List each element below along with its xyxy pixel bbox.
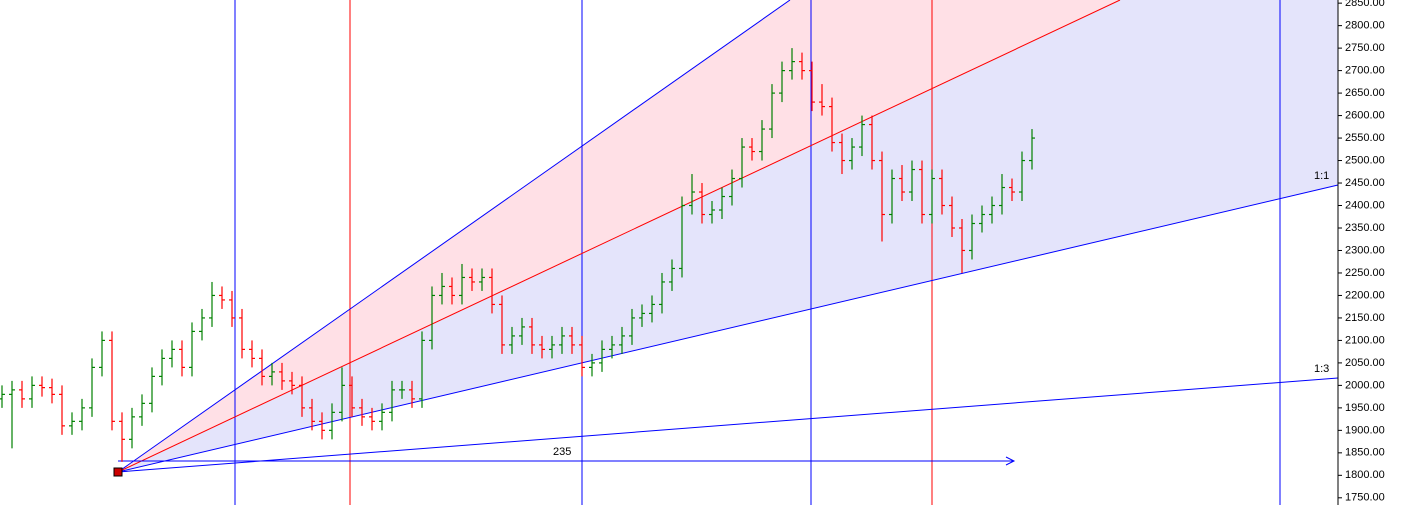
- fan-zone-lower: [118, 0, 1338, 472]
- anchor-point: [113, 467, 123, 477]
- y-tick-label: 2050.00: [1345, 357, 1385, 369]
- fan-line: [117, 377, 1339, 473]
- y-tick-label: 2150.00: [1345, 312, 1385, 324]
- fan-label: 1:1: [1314, 170, 1329, 182]
- range-label: 235: [553, 446, 571, 458]
- y-tick-label: 2750.00: [1345, 42, 1385, 54]
- y-tick-label: 2550.00: [1345, 132, 1385, 144]
- y-tick-label: 2300.00: [1345, 244, 1385, 256]
- y-tick-label: 2200.00: [1345, 289, 1385, 301]
- y-tick-label: 2700.00: [1345, 65, 1385, 77]
- gann-fan: [117, 0, 1339, 505]
- y-tick-label: 2350.00: [1345, 222, 1385, 234]
- y-tick-label: 2250.00: [1345, 267, 1385, 279]
- y-tick-label: 1750.00: [1345, 492, 1385, 504]
- fan-line: [117, 0, 791, 473]
- arrow-head: [1005, 456, 1016, 466]
- fan-line: [117, 184, 1339, 473]
- y-tick-label: 1900.00: [1345, 424, 1385, 436]
- y-tick-label: 1850.00: [1345, 447, 1385, 459]
- y-tick-label: 1950.00: [1345, 402, 1385, 414]
- y-tick-label: 2800.00: [1345, 20, 1385, 32]
- y-tick-label: 1800.00: [1345, 469, 1385, 481]
- price-bars: [0, 48, 1035, 462]
- y-tick-label: 2100.00: [1345, 334, 1385, 346]
- fan-label: 1:3: [1314, 363, 1329, 375]
- y-tick-label: 2500.00: [1345, 154, 1385, 166]
- y-tick-label: 2450.00: [1345, 177, 1385, 189]
- y-tick-label: 2650.00: [1345, 87, 1385, 99]
- y-tick-label: 2000.00: [1345, 379, 1385, 391]
- y-tick-label: 2400.00: [1345, 199, 1385, 211]
- axis-panel: [1338, 0, 1402, 505]
- fan-line: [117, 0, 1121, 473]
- y-axis: 1750.00 1800.00 1850.00 1900.00 1950.00 2000.…: [1338, 0, 1385, 504]
- y-tick-label: 2850.00: [1345, 0, 1385, 9]
- y-tick-label: 2600.00: [1345, 109, 1385, 121]
